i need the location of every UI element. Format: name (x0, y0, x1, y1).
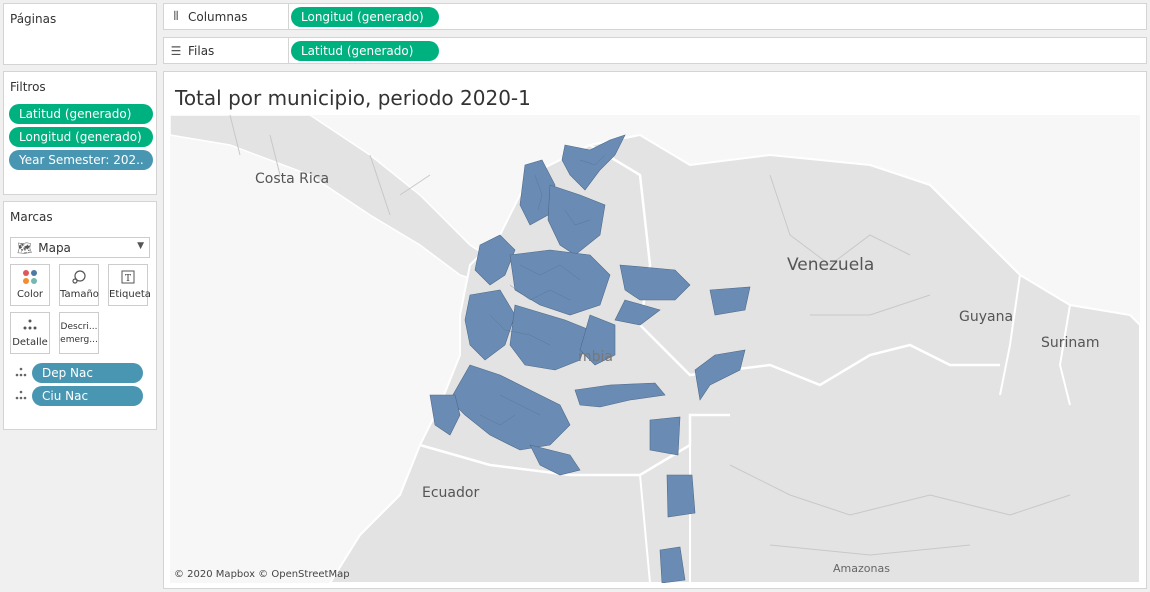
detail-icon (14, 389, 32, 404)
filters-title: Filtros (10, 80, 46, 94)
detail-button[interactable]: Detalle (10, 312, 50, 354)
columns-icon: ⦀ (173, 9, 179, 23)
map-label-costa-rica: Costa Rica (255, 171, 329, 187)
filters-card: Filtros Latitud (generado) Longitud (gen… (3, 71, 157, 195)
field-pill-ciu-nac[interactable]: Ciu Nac (32, 386, 143, 406)
rows-shelf-label: ☰ Filas (164, 38, 289, 63)
rows-shelf[interactable]: ☰ Filas Latitud (generado) (163, 37, 1147, 64)
rows-icon: ☰ (170, 43, 182, 58)
label-icon: T (109, 269, 147, 289)
map-svg: Costa Rica Venezuela Guyana Surinam Ecua… (170, 115, 1140, 583)
columns-shelf-label: ⦀ Columnas (164, 4, 289, 29)
map-label-guyana: Guyana (959, 309, 1013, 325)
label-label: Etiqueta (109, 289, 151, 300)
color-dots-icon (11, 269, 49, 289)
size-button[interactable]: Tamaño (59, 264, 99, 306)
map-label-colombia: mbia (578, 349, 613, 365)
detail-icon (11, 317, 49, 337)
municipality-regions (429, 134, 751, 583)
map-label-surinam: Surinam (1041, 335, 1100, 351)
viz-title: Total por municipio, periodo 2020-1 (175, 86, 531, 110)
map-icon: 🗺 (17, 240, 33, 255)
columns-shelf[interactable]: ⦀ Columnas Longitud (generado) (163, 3, 1147, 30)
mark-type-dropdown[interactable]: 🗺 Mapa ▼ (10, 237, 150, 258)
rows-label: Filas (188, 43, 215, 58)
columns-label: Columnas (188, 9, 248, 24)
chevron-down-icon: ▼ (137, 241, 144, 251)
tooltip-button[interactable]: Descri... emerg... (59, 312, 99, 354)
detail-icon (14, 366, 32, 381)
pages-card: Páginas (3, 3, 157, 65)
map-attribution[interactable]: © 2020 Mapbox © OpenStreetMap (174, 569, 350, 580)
map-label-venezuela: Venezuela (787, 255, 874, 275)
color-button[interactable]: Color (10, 264, 50, 306)
mark-type-label: Mapa (38, 240, 71, 255)
size-icon (60, 269, 98, 289)
tooltip-label: Descri... emerg... (60, 322, 98, 345)
map-label-amazonas: Amazonas (833, 562, 890, 575)
filter-pill-year-semester[interactable]: Year Semester: 202.. (9, 150, 153, 170)
rows-pill[interactable]: Latitud (generado) (291, 41, 439, 61)
pages-title: Páginas (10, 12, 57, 26)
size-label: Tamaño (60, 289, 99, 300)
label-button[interactable]: T Etiqueta (108, 264, 151, 306)
map-label-ecuador: Ecuador (422, 485, 479, 501)
color-label: Color (16, 289, 44, 300)
detail-label: Detalle (12, 337, 48, 348)
svg-text:T: T (125, 274, 131, 284)
filter-pill-latitude[interactable]: Latitud (generado) (9, 104, 153, 124)
marks-title: Marcas (10, 210, 53, 224)
map-view[interactable]: Costa Rica Venezuela Guyana Surinam Ecua… (170, 115, 1140, 583)
columns-pill[interactable]: Longitud (generado) (291, 7, 439, 27)
filter-pill-longitude[interactable]: Longitud (generado) (9, 127, 153, 147)
marks-field-dep-nac[interactable]: Dep Nac (14, 363, 143, 383)
field-pill-dep-nac[interactable]: Dep Nac (32, 363, 143, 383)
marks-field-ciu-nac[interactable]: Ciu Nac (14, 386, 143, 406)
